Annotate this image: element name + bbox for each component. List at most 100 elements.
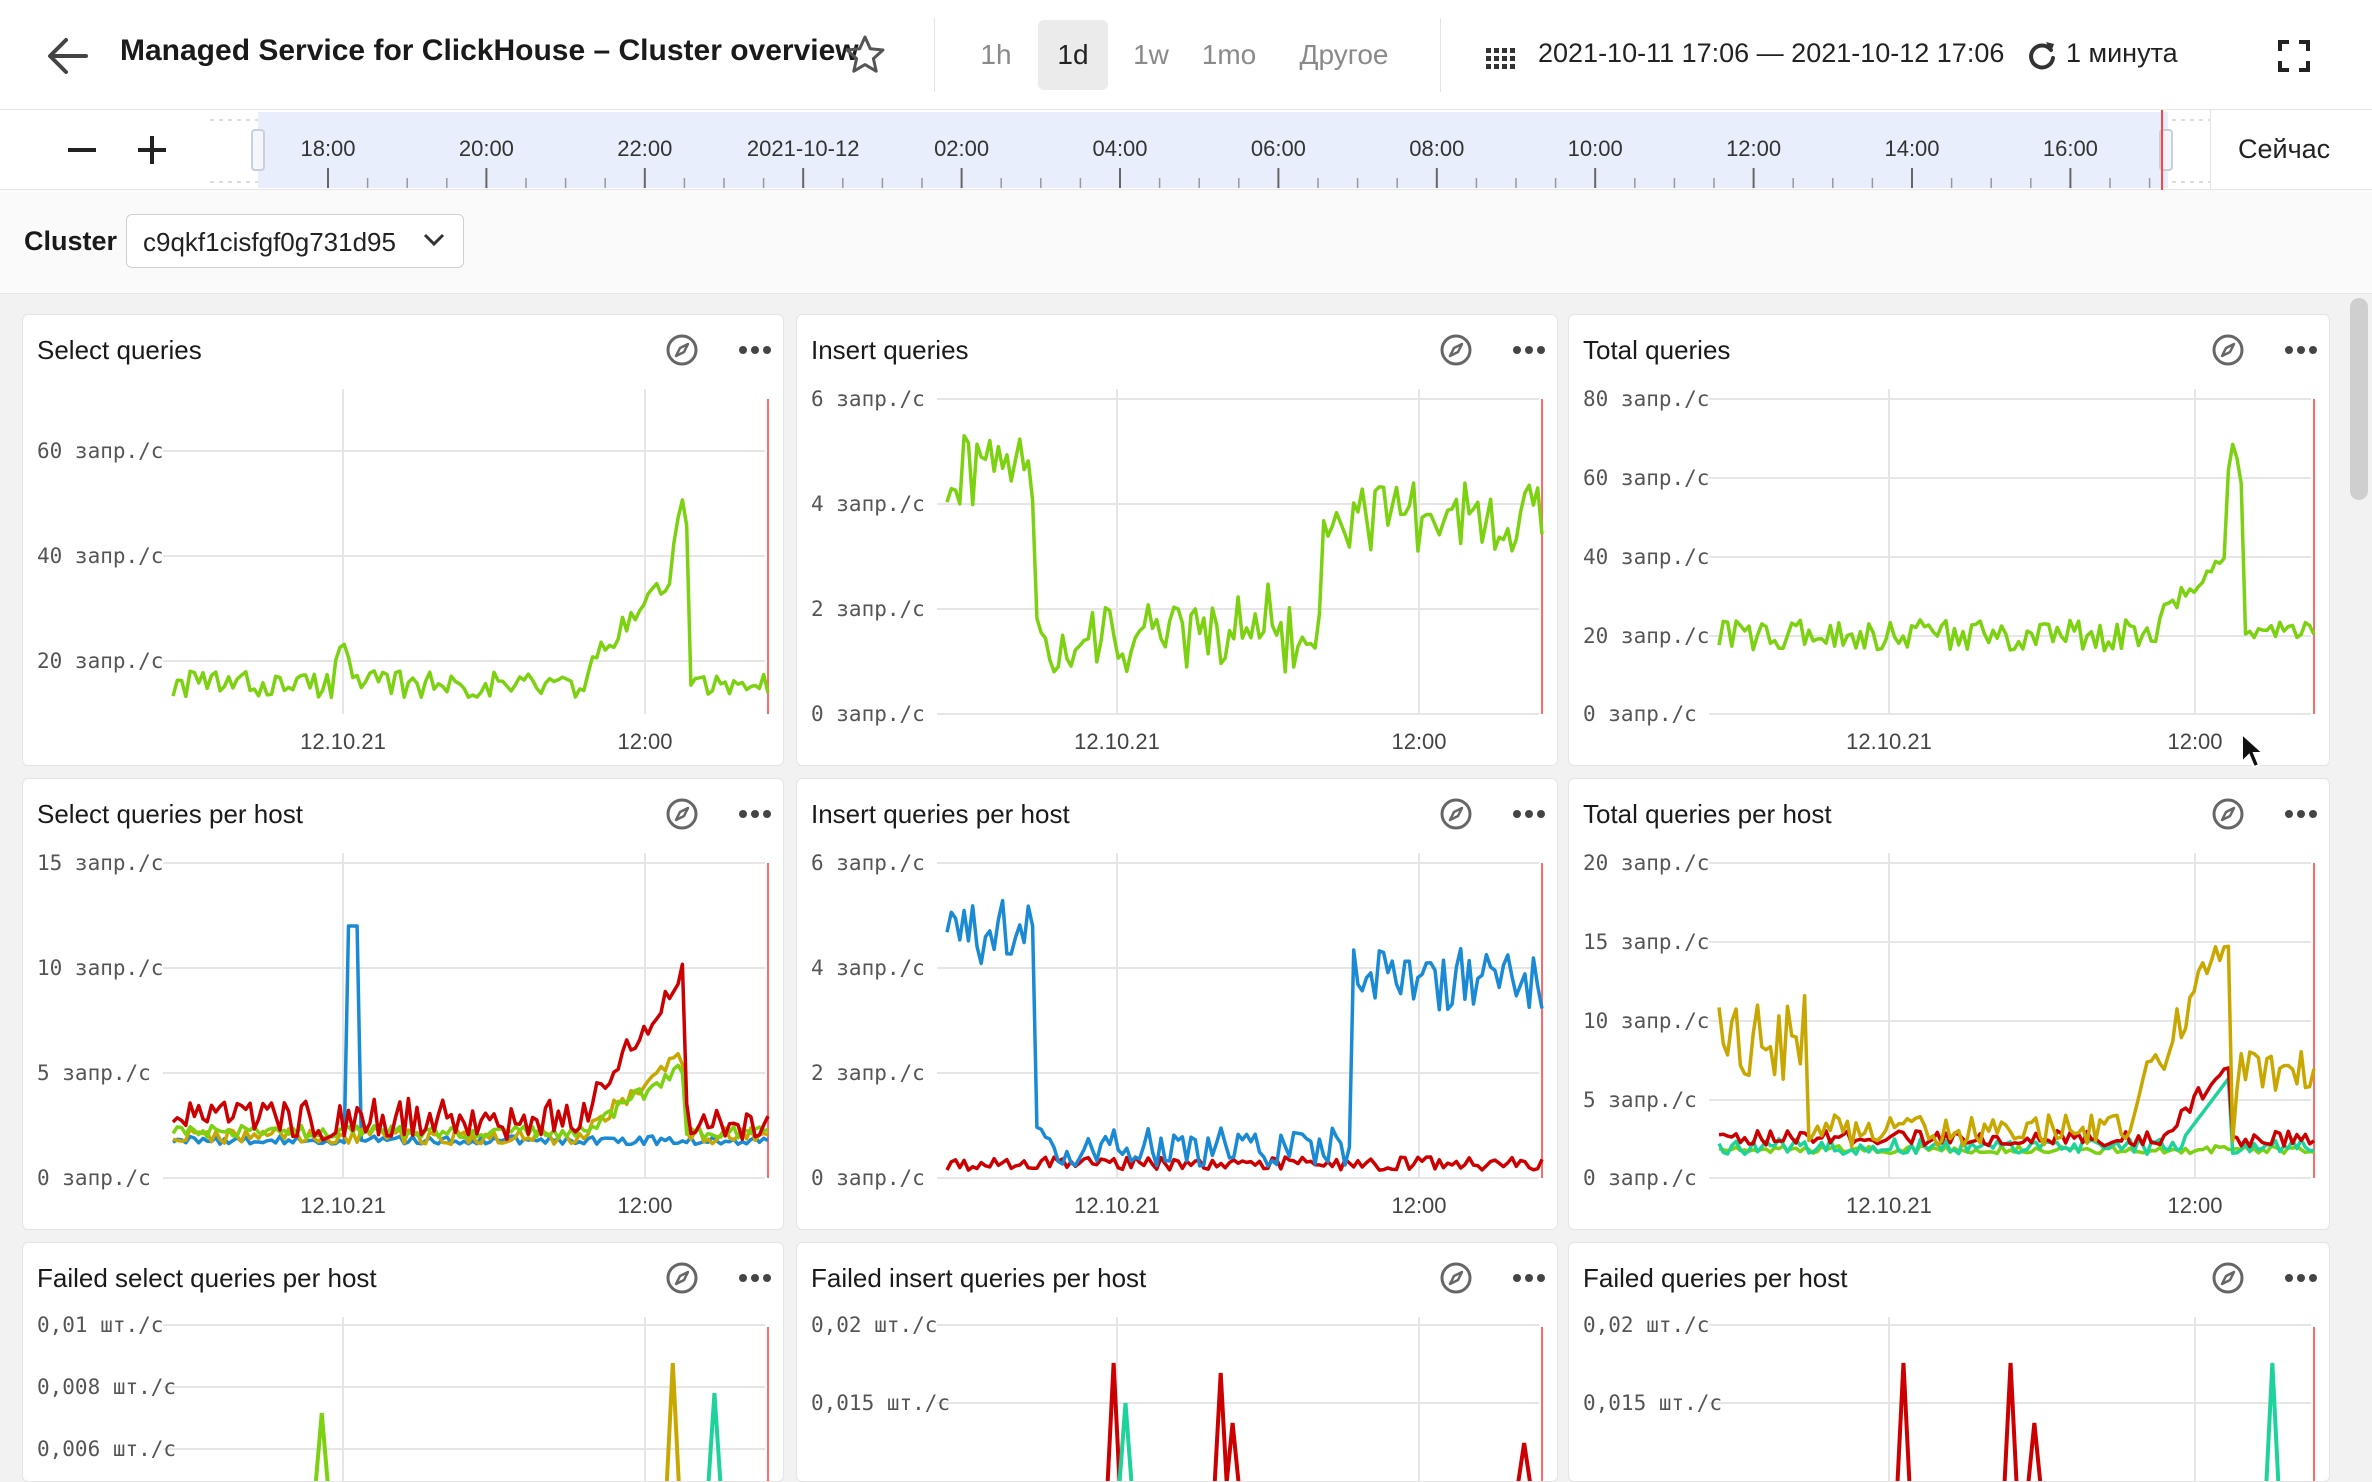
y-tick-label: 6 запр./с: [811, 387, 925, 411]
date-range-text[interactable]: 2021-10-11 17:06 — 2021-10-12 17:06: [1538, 38, 2005, 68]
zoom-out-icon[interactable]: [64, 130, 100, 170]
timeline-ruler[interactable]: 18:00 20:00 22:00 2021-10-12 02:00 04:00 06:00…: [210, 110, 2210, 190]
y-tick-label: 15 запр./с: [37, 851, 163, 875]
y-tick-label: 15 запр./с: [1583, 930, 1709, 954]
chart-plot[interactable]: 60 запр./с 40 запр./с 20 запр./с 12.10.21 12…: [23, 315, 784, 766]
y-tick-label: 40 запр./с: [37, 544, 163, 568]
back-arrow-icon[interactable]: [44, 32, 100, 80]
compass-icon[interactable]: [2211, 1261, 2245, 1295]
chart-plot[interactable]: 80 запр./с 60 запр./с 40 запр./с 20 запр./с…: [1569, 315, 2330, 766]
timeline-tick-label: 04:00: [1092, 136, 1147, 161]
chart-plot[interactable]: 6 запр./с 4 запр./с 2 запр./с 0 запр./с 12.1…: [797, 779, 1558, 1230]
series-spike-red: [1105, 1362, 1122, 1481]
timeline-tick-label: 16:00: [2043, 136, 2098, 161]
timeline-selection[interactable]: [258, 112, 2168, 188]
x-tick-label: 12.10.21: [1074, 1193, 1160, 1218]
compass-icon[interactable]: [2211, 797, 2245, 831]
series-line-red: [171, 962, 770, 1142]
y-tick-label: 0,01 шт./с: [37, 1313, 163, 1337]
range-1w-button[interactable]: 1w: [1133, 39, 1169, 70]
y-tick-label: 0 запр./с: [37, 1166, 151, 1190]
calendar-icon[interactable]: [1486, 42, 1516, 70]
chevron-down-icon: [423, 233, 445, 247]
chart-plot[interactable]: 0,01 шт./с 0,008 шт./с 0,006 шт./с: [23, 1243, 784, 1482]
chart-panel: Failed insert queries per host 0,02 шт./с…: [796, 1242, 1558, 1482]
cluster-select-value: c9qkf1cisfgf0g731d95: [143, 227, 396, 257]
range-1mo-button[interactable]: 1mo: [1201, 39, 1257, 70]
x-tick-label: 12:00: [617, 729, 672, 754]
favorite-star-icon[interactable]: [842, 32, 888, 78]
x-tick-label: 12.10.21: [1074, 729, 1160, 754]
cluster-label: Cluster: [24, 226, 118, 256]
timeline-tick-label: 20:00: [459, 136, 514, 161]
panel-title: Failed select queries per host: [37, 1263, 377, 1293]
range-1d-button[interactable]: 1d: [1038, 20, 1108, 90]
timeline-tick-label: 18:00: [300, 136, 355, 161]
x-tick-label: 12:00: [2167, 1193, 2222, 1218]
mouse-cursor-icon: [2241, 732, 2264, 769]
panel-title: Total queries per host: [1583, 799, 1832, 829]
compass-icon[interactable]: [665, 333, 699, 367]
series-spike-teal: [2264, 1362, 2281, 1481]
chart-plot[interactable]: 20 запр./с 15 запр./с 10 запр./с 5 запр./с 0…: [1569, 779, 2330, 1230]
y-tick-label: 0,015 шт./с: [811, 1391, 950, 1415]
y-tick-label: 0,006 шт./с: [37, 1437, 176, 1461]
compass-icon[interactable]: [2211, 333, 2245, 367]
filter-bar: Cluster c9qkf1cisfgf0g731d95: [0, 190, 2372, 294]
panel-title: Insert queries per host: [811, 799, 1070, 829]
timeline-left-handle[interactable]: [251, 129, 265, 171]
compass-icon[interactable]: [1439, 1261, 1473, 1295]
series-spike-red: [2026, 1422, 2043, 1481]
timeline-tick-label: 12:00: [1726, 136, 1781, 161]
compass-icon[interactable]: [1439, 797, 1473, 831]
more-options-icon[interactable]: [735, 797, 775, 831]
y-tick-label: 2 запр./с: [811, 1061, 925, 1085]
compass-icon[interactable]: [1439, 333, 1473, 367]
timeline-tick-label: 2021-10-12: [747, 136, 860, 161]
chart-plot[interactable]: 15 запр./с 10 запр./с 5 запр./с 0 запр./с 12…: [23, 779, 784, 1230]
chart-plot[interactable]: 0,02 шт./с 0,015 шт./с: [1569, 1243, 2330, 1482]
scrollbar-thumb[interactable]: [2350, 298, 2368, 500]
x-tick-label: 12.10.21: [300, 729, 386, 754]
series-spike-teal: [706, 1392, 723, 1481]
more-options-icon[interactable]: [2281, 797, 2321, 831]
chart-plot[interactable]: 0,02 шт./с 0,015 шт./с: [797, 1243, 1558, 1482]
more-options-icon[interactable]: [2281, 1261, 2321, 1295]
y-tick-label: 20 запр./с: [1583, 624, 1709, 648]
series-spike-green: [313, 1412, 330, 1481]
chart-panel: Insert queries 6 запр./с 4 запр./с 2 запр./…: [796, 314, 1558, 766]
series-line-green: [945, 433, 1544, 674]
series-line-yellow: [1717, 944, 2316, 1149]
x-tick-label: 12.10.21: [300, 1193, 386, 1218]
compass-icon[interactable]: [665, 797, 699, 831]
y-tick-label: 5 запр./с: [1583, 1088, 1697, 1112]
y-tick-label: 4 запр./с: [811, 492, 925, 516]
timeline: 18:00 20:00 22:00 2021-10-12 02:00 04:00 06:00…: [0, 110, 2372, 190]
chart-panel: Total queries 80 запр./с 60 запр./с 40 запр…: [1568, 314, 2330, 766]
compass-icon[interactable]: [665, 1261, 699, 1295]
more-options-icon[interactable]: [1509, 333, 1549, 367]
more-options-icon[interactable]: [2281, 333, 2321, 367]
series-line-green: [1717, 442, 2316, 653]
refresh-icon[interactable]: [2026, 38, 2058, 72]
series-line-green: [1718, 1144, 2315, 1156]
range-1h-button[interactable]: 1h: [980, 39, 1012, 70]
chart-plot[interactable]: 6 запр./с 4 запр./с 2 запр./с 0 запр./с 12.1…: [797, 315, 1558, 766]
cluster-select[interactable]: c9qkf1cisfgf0g731d95: [126, 214, 464, 268]
series-spike-red: [1212, 1372, 1229, 1481]
fullscreen-icon[interactable]: [2278, 40, 2310, 72]
now-button[interactable]: Сейчас: [2238, 134, 2331, 164]
more-options-icon[interactable]: [1509, 797, 1549, 831]
more-options-icon[interactable]: [735, 1261, 775, 1295]
more-options-icon[interactable]: [735, 333, 775, 367]
range-other-button[interactable]: Другое: [1299, 39, 1389, 70]
series-line-yellow: [172, 1051, 769, 1147]
more-options-icon[interactable]: [1509, 1261, 1549, 1295]
y-tick-label: 0 запр./с: [811, 702, 925, 726]
refresh-interval[interactable]: 1 минута: [2066, 38, 2178, 68]
zoom-in-icon[interactable]: [134, 130, 170, 170]
panel-title: Insert queries: [811, 335, 969, 365]
series-line-green: [171, 1063, 769, 1140]
page-title: Managed Service for ClickHouse – Cluster…: [120, 34, 859, 67]
panel-title: Total queries: [1583, 335, 1731, 365]
